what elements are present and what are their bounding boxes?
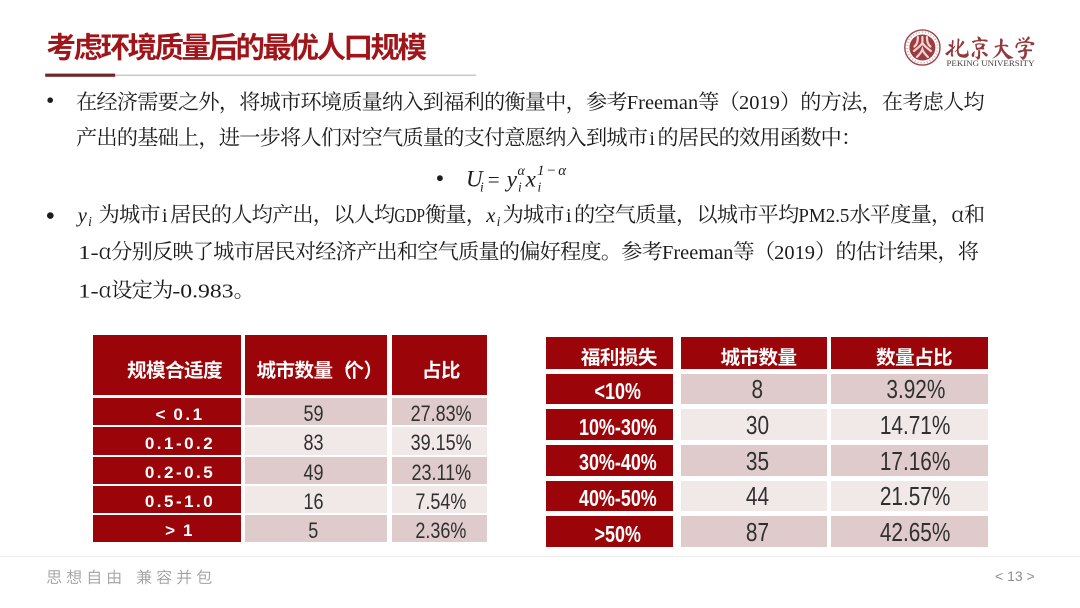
svg-text:=: = [488,167,500,191]
svg-text:x: x [485,205,495,227]
svg-text:2019: 2019 [739,92,780,114]
svg-text:i: i [497,214,501,229]
svg-text:i: i [649,128,655,150]
svg-text:1-: 1- [78,280,98,302]
svg-text:U: U [466,166,484,191]
svg-text:Freeman: Freeman [627,92,698,114]
svg-text:Freeman: Freeman [662,242,733,264]
svg-text:y: y [76,205,88,227]
svg-text:PEKING UNIVERSITY: PEKING UNIVERSITY [947,58,1035,68]
svg-text:α: α [518,164,526,179]
svg-text:2019: 2019 [774,242,815,264]
svg-text:-0.983: -0.983 [172,280,233,302]
svg-text:i: i [162,205,168,227]
svg-text:i: i [566,205,572,227]
svg-text:PM2.5: PM2.5 [798,205,849,227]
svg-text:y: y [505,166,518,191]
svg-text:1−α: 1−α [537,163,568,179]
svg-text:1-: 1- [78,242,98,264]
svg-text:i: i [480,179,484,194]
svg-text:GDP: GDP [394,205,425,227]
svg-text:i: i [88,214,92,229]
svg-text:i: i [538,179,542,194]
svg-text:i: i [518,179,522,194]
svg-text:x: x [525,166,537,191]
